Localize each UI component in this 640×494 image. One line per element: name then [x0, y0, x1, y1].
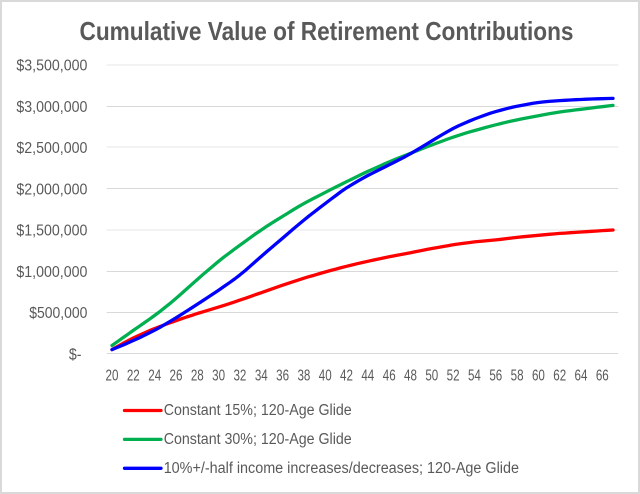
- svg-text:48: 48: [404, 367, 417, 384]
- svg-text:28: 28: [191, 367, 204, 384]
- svg-text:36: 36: [276, 367, 289, 384]
- svg-text:Constant 15%; 120-Age Glide: Constant 15%; 120-Age Glide: [164, 402, 352, 419]
- svg-text:$500,000: $500,000: [29, 305, 87, 322]
- svg-text:24: 24: [148, 367, 161, 384]
- svg-text:58: 58: [511, 367, 524, 384]
- svg-text:$-: $-: [69, 346, 82, 363]
- svg-text:66: 66: [596, 367, 609, 384]
- svg-text:$1,500,000: $1,500,000: [16, 223, 87, 240]
- svg-text:20: 20: [106, 367, 119, 384]
- svg-text:$2,500,000: $2,500,000: [16, 140, 87, 157]
- svg-text:$3,000,000: $3,000,000: [16, 99, 87, 116]
- svg-text:62: 62: [553, 367, 566, 384]
- svg-text:54: 54: [468, 367, 481, 384]
- svg-text:50: 50: [425, 367, 438, 384]
- svg-text:Cumulative Value of Retirement: Cumulative Value of Retirement Contribut…: [80, 16, 574, 46]
- svg-text:32: 32: [233, 367, 246, 384]
- svg-text:10%+/-half income increases/de: 10%+/-half income increases/decreases; 1…: [164, 460, 519, 477]
- svg-text:22: 22: [127, 367, 140, 384]
- svg-text:44: 44: [361, 367, 374, 384]
- svg-text:40: 40: [319, 367, 332, 384]
- svg-text:42: 42: [340, 367, 353, 384]
- svg-text:52: 52: [447, 367, 460, 384]
- svg-text:Constant 30%; 120-Age Glide: Constant 30%; 120-Age Glide: [164, 431, 352, 448]
- svg-text:34: 34: [255, 367, 268, 384]
- svg-text:26: 26: [170, 367, 183, 384]
- svg-text:$1,000,000: $1,000,000: [16, 264, 87, 281]
- svg-text:56: 56: [489, 367, 502, 384]
- svg-text:64: 64: [575, 367, 588, 384]
- svg-text:38: 38: [297, 367, 310, 384]
- svg-text:30: 30: [212, 367, 225, 384]
- svg-text:$3,500,000: $3,500,000: [16, 58, 87, 75]
- svg-text:60: 60: [532, 367, 545, 384]
- svg-text:$2,000,000: $2,000,000: [16, 181, 87, 198]
- svg-text:46: 46: [383, 367, 396, 384]
